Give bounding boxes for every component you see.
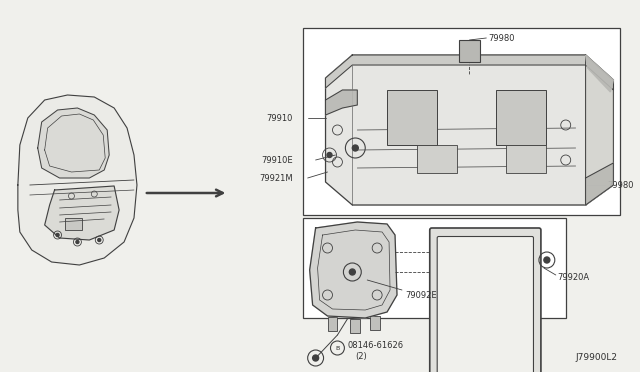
Text: B: B xyxy=(335,346,340,350)
Bar xyxy=(303,28,620,215)
Circle shape xyxy=(56,234,59,237)
Bar xyxy=(417,145,456,173)
FancyBboxPatch shape xyxy=(429,228,541,372)
Polygon shape xyxy=(326,90,357,115)
Text: 08146-61626: 08146-61626 xyxy=(348,340,403,350)
Circle shape xyxy=(98,238,100,241)
Circle shape xyxy=(349,269,355,275)
Bar xyxy=(350,319,360,333)
Bar xyxy=(328,317,337,331)
Polygon shape xyxy=(310,222,397,318)
Text: 79910: 79910 xyxy=(266,113,292,122)
Text: 79980: 79980 xyxy=(488,33,515,42)
Polygon shape xyxy=(45,186,119,240)
Bar xyxy=(370,316,380,330)
Polygon shape xyxy=(586,55,613,205)
Polygon shape xyxy=(38,108,109,178)
Polygon shape xyxy=(18,95,137,265)
Polygon shape xyxy=(586,163,613,205)
Polygon shape xyxy=(586,55,613,92)
Text: J79900L2: J79900L2 xyxy=(575,353,618,362)
Polygon shape xyxy=(326,55,613,205)
Circle shape xyxy=(312,355,319,361)
Circle shape xyxy=(544,257,550,263)
Bar xyxy=(506,145,546,173)
Circle shape xyxy=(327,153,332,157)
Text: 28174: 28174 xyxy=(445,305,471,314)
Text: 79921M: 79921M xyxy=(259,173,292,183)
Circle shape xyxy=(76,241,79,244)
Bar xyxy=(496,90,546,145)
Polygon shape xyxy=(326,55,613,90)
FancyBboxPatch shape xyxy=(437,237,534,372)
Text: 79980: 79980 xyxy=(607,180,634,189)
Text: 79910E: 79910E xyxy=(261,155,292,164)
Bar xyxy=(458,40,481,62)
Text: (2): (2) xyxy=(355,353,367,362)
Text: 79092E: 79092E xyxy=(405,291,436,299)
Bar xyxy=(303,218,566,318)
Bar xyxy=(65,218,83,230)
Text: 79920A: 79920A xyxy=(558,273,590,282)
Bar xyxy=(387,90,436,145)
Circle shape xyxy=(353,145,358,151)
